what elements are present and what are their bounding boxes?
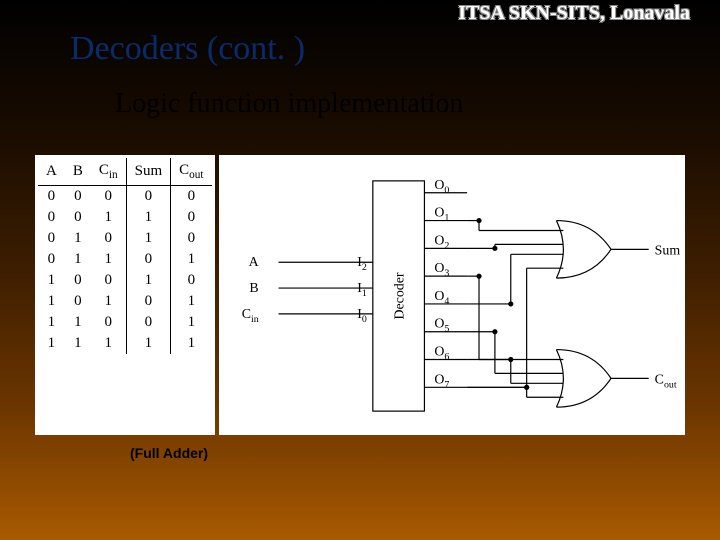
table-cell: 0 (38, 207, 65, 228)
svg-text:Sum: Sum (654, 243, 680, 258)
table-cell: 1 (65, 312, 91, 333)
svg-text:Decoder: Decoder (392, 272, 407, 319)
svg-text:Cin: Cin (241, 307, 258, 325)
figure-caption: (Full Adder) (130, 445, 208, 461)
table-cell: 0 (126, 249, 171, 270)
table-cell: 1 (38, 270, 65, 291)
slide-title: Decoders (cont. ) (70, 30, 305, 68)
table-cell: 0 (91, 312, 126, 333)
table-cell: 1 (171, 333, 212, 354)
table-cell: 0 (91, 186, 126, 208)
table-header-row: A B Cin Sum Cout (38, 158, 212, 186)
table-cell: 1 (38, 312, 65, 333)
table-cell: 0 (38, 228, 65, 249)
truth-table: A B Cin Sum Cout 00000001100101001101100… (38, 158, 212, 354)
table-cell: 1 (65, 249, 91, 270)
table-cell: 0 (91, 270, 126, 291)
table-cell: 0 (65, 207, 91, 228)
table-cell: 0 (126, 312, 171, 333)
table-row: 00110 (38, 207, 212, 228)
table-cell: 0 (65, 291, 91, 312)
table-cell: 1 (91, 249, 126, 270)
table-cell: 1 (126, 333, 171, 354)
col-sum: Sum (126, 158, 171, 186)
table-cell: 0 (38, 249, 65, 270)
table-cell: 0 (171, 270, 212, 291)
table-row: 01101 (38, 249, 212, 270)
table-cell: 0 (126, 186, 171, 208)
table-cell: 0 (65, 270, 91, 291)
slide-subtitle: Logic function implementation (115, 88, 463, 120)
svg-text:B: B (249, 281, 258, 296)
circuit-diagram: DecoderAI2BI1CinI0O0O1O2O3O4O5O6O7SumCou… (219, 155, 685, 435)
table-row: 10101 (38, 291, 212, 312)
table-cell: 1 (65, 228, 91, 249)
table-cell: 0 (126, 291, 171, 312)
col-a: A (38, 158, 65, 186)
content-area: A B Cin Sum Cout 00000001100101001101100… (35, 155, 685, 435)
table-cell: 1 (91, 207, 126, 228)
table-cell: 1 (65, 333, 91, 354)
col-cout: Cout (171, 158, 212, 186)
col-b: B (65, 158, 91, 186)
table-row: 00000 (38, 186, 212, 208)
table-cell: 0 (38, 186, 65, 208)
table-cell: 1 (91, 291, 126, 312)
table-cell: 0 (65, 186, 91, 208)
table-cell: 1 (38, 333, 65, 354)
circuit-svg: DecoderAI2BI1CinI0O0O1O2O3O4O5O6O7SumCou… (219, 155, 685, 435)
table-cell: 0 (171, 186, 212, 208)
svg-text:I1: I1 (357, 281, 367, 299)
table-cell: 1 (38, 291, 65, 312)
svg-text:I2: I2 (357, 255, 367, 273)
table-cell: 1 (126, 270, 171, 291)
table-cell: 1 (126, 228, 171, 249)
table-row: 11001 (38, 312, 212, 333)
header-banner: ITSA SKN-SITS, Lonavala (458, 2, 690, 25)
table-cell: 0 (171, 207, 212, 228)
truth-table-container: A B Cin Sum Cout 00000001100101001101100… (35, 155, 215, 435)
table-cell: 1 (171, 312, 212, 333)
col-cin: Cin (91, 158, 126, 186)
table-cell: 1 (91, 333, 126, 354)
table-cell: 0 (171, 228, 212, 249)
table-row: 11111 (38, 333, 212, 354)
svg-text:A: A (248, 255, 258, 270)
table-cell: 1 (171, 249, 212, 270)
svg-text:I0: I0 (357, 307, 367, 325)
table-row: 10010 (38, 270, 212, 291)
table-cell: 0 (91, 228, 126, 249)
table-row: 01010 (38, 228, 212, 249)
table-cell: 1 (171, 291, 212, 312)
svg-text:Cout: Cout (654, 372, 676, 390)
table-cell: 1 (126, 207, 171, 228)
